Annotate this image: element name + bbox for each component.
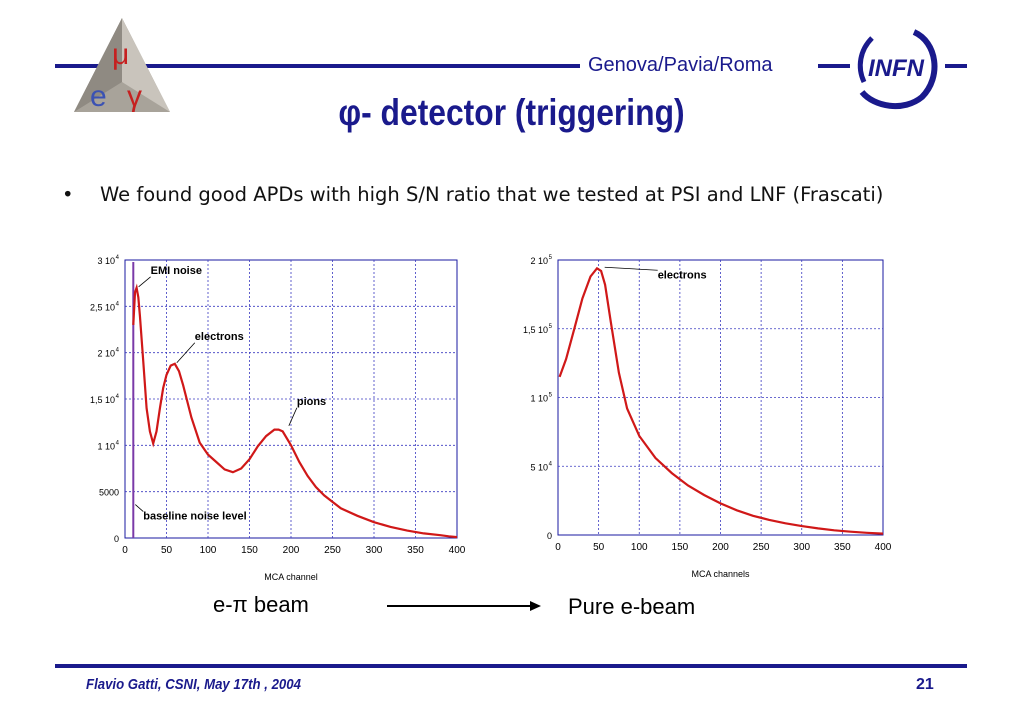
- y-tick-label: 1 10: [530, 394, 548, 404]
- x-axis-label: MCA channels: [691, 569, 750, 579]
- annotation-leader: [176, 342, 196, 364]
- y-tick-exponent: 4: [116, 255, 120, 261]
- infn-logo-text: INFN: [868, 55, 925, 82]
- x-tick-label: 100: [200, 545, 217, 556]
- y-tick-label: 5000: [99, 488, 119, 498]
- infn-logo: INFN: [857, 29, 938, 110]
- x-tick-label: 0: [122, 545, 128, 556]
- y-tick-label: 5 10: [530, 462, 548, 472]
- header-org-label: Genova/Pavia/Roma: [588, 54, 773, 76]
- y-tick-label: 2 10: [97, 349, 115, 359]
- y-tick-exponent: 4: [116, 440, 120, 446]
- y-tick-exponent: 4: [116, 348, 120, 354]
- x-tick-label: 350: [407, 545, 424, 556]
- y-tick-exponent: 4: [549, 461, 553, 467]
- y-tick-label: 0: [114, 534, 119, 544]
- annotation-label: electrons: [658, 269, 707, 281]
- bullet-text: We found good APDs with high S/N ratio t…: [100, 183, 884, 206]
- x-tick-label: 150: [241, 545, 258, 556]
- y-tick-label: 3 10: [97, 256, 115, 266]
- header-rule-left: [55, 64, 580, 68]
- bullet-marker: •: [62, 183, 74, 206]
- spectrum-line: [558, 266, 884, 535]
- meg-logo: μ e γ: [74, 18, 170, 113]
- annotation-leader: [138, 276, 151, 288]
- y-tick-label: 2 10: [530, 256, 548, 266]
- x-tick-label: 0: [555, 542, 561, 553]
- y-tick-exponent: 4: [116, 394, 120, 400]
- x-tick-label: 200: [712, 542, 729, 553]
- y-tick-exponent: 5: [549, 393, 553, 399]
- right-beam-label: Pure e-beam: [568, 594, 696, 619]
- y-tick-exponent: 5: [549, 324, 553, 330]
- annotation-leader: [288, 407, 298, 426]
- annotation-label: EMI noise: [151, 265, 202, 277]
- logo-letter-right: γ: [127, 80, 142, 113]
- annotation-label: baseline noise level: [143, 511, 246, 523]
- logo-letter-top: μ: [112, 38, 129, 71]
- x-tick-label: 100: [631, 542, 648, 553]
- y-tick-label: 1,5 10: [523, 325, 548, 335]
- x-tick-label: 400: [449, 545, 466, 556]
- x-tick-label: 250: [753, 542, 770, 553]
- y-tick-exponent: 5: [549, 255, 553, 261]
- header-rule-right: [945, 64, 967, 68]
- annotation-label: pions: [297, 396, 326, 408]
- annotation-leader: [604, 266, 658, 271]
- x-tick-label: 50: [593, 542, 605, 553]
- footer-author: Flavio Gatti, CSNI, May 17th , 2004: [86, 676, 301, 693]
- x-tick-label: 150: [672, 542, 689, 553]
- spectrum-line: [132, 283, 458, 539]
- annotation-label: electrons: [195, 331, 244, 343]
- page-title: φ- detector (triggering): [338, 92, 685, 133]
- x-tick-label: 250: [324, 545, 341, 556]
- y-tick-label: 0: [547, 531, 552, 541]
- y-tick-exponent: 4: [116, 301, 120, 307]
- bullet-item: • We found good APDs with high S/N ratio…: [62, 182, 932, 228]
- x-tick-label: 200: [283, 545, 300, 556]
- left-beam-label: e-π beam: [213, 592, 309, 617]
- annotation-leader: [135, 504, 144, 512]
- x-tick-label: 50: [161, 545, 173, 556]
- x-axis-label: MCA channel: [264, 572, 318, 582]
- logo-letter-left: e: [90, 80, 107, 113]
- x-tick-label: 350: [834, 542, 851, 553]
- x-tick-label: 300: [366, 545, 383, 556]
- y-tick-label: 1,5 10: [90, 395, 115, 405]
- footer-rule: [55, 664, 967, 668]
- y-tick-label: 2,5 10: [90, 302, 115, 312]
- y-tick-label: 1 10: [97, 441, 115, 451]
- right-arrow-icon: [387, 601, 541, 611]
- header-rule-middle: [818, 64, 850, 68]
- x-tick-label: 400: [875, 542, 892, 553]
- page-number: 21: [916, 676, 934, 693]
- x-tick-label: 300: [793, 542, 810, 553]
